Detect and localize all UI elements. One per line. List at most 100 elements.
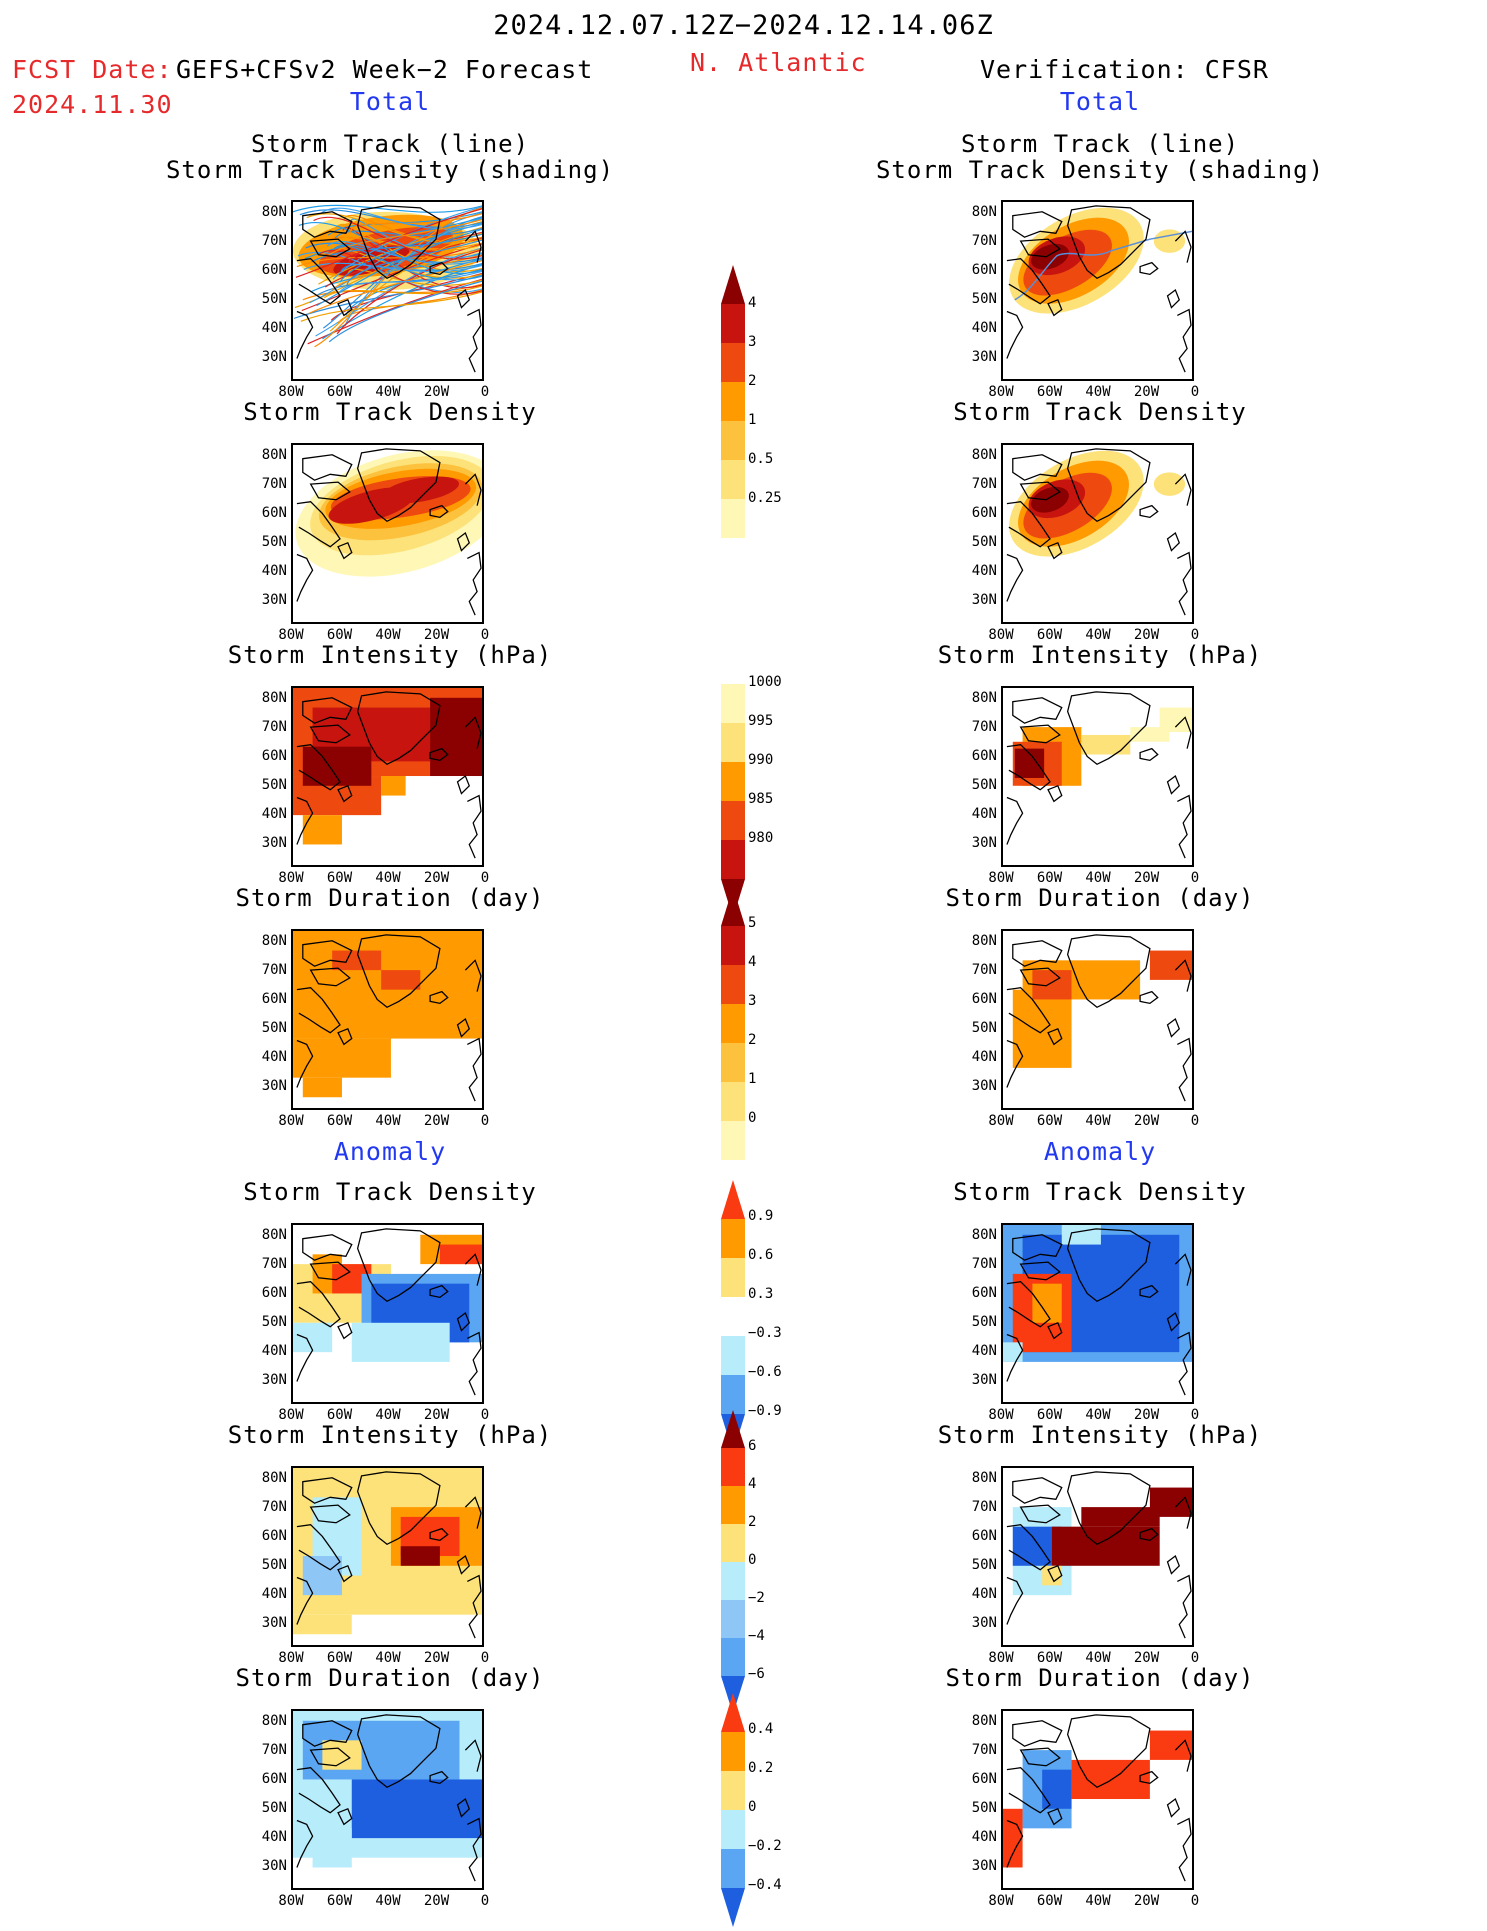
lat-label: 50N — [261, 1557, 287, 1573]
colorbar-swatch — [721, 265, 745, 304]
lon-label: 60W — [326, 1113, 353, 1129]
title-intensity-right: Storm Intensity (hPa) — [937, 641, 1263, 669]
lat-label: 50N — [261, 1020, 287, 1036]
lat-label: 30N — [971, 592, 997, 608]
map-duration-anom-verification — [1001, 1709, 1194, 1890]
lat-label: 70N — [971, 1256, 997, 1272]
colorbar-label: 2 — [748, 1032, 757, 1048]
lat-label: 60N — [971, 1771, 997, 1787]
title-duration-right: Storm Duration (day) — [945, 884, 1255, 912]
colorbar-swatch — [721, 1004, 745, 1043]
colorbar-label: 1 — [748, 1071, 757, 1087]
colorbar-intensity-anomaly — [721, 1410, 745, 1714]
map-density-anom-verification — [1001, 1223, 1194, 1404]
lat-label: 40N — [261, 1586, 287, 1602]
title-density-anom-left: Storm Track Density — [243, 1178, 537, 1206]
lon-label: 80W — [278, 1113, 304, 1129]
colorbar-label: 1000 — [748, 674, 782, 690]
lon-label: 60W — [1036, 384, 1063, 400]
lat-label: 80N — [971, 204, 997, 220]
colorbar-label: 990 — [748, 752, 774, 768]
lon-label: 80W — [278, 1893, 304, 1909]
lat-label: 30N — [971, 349, 997, 365]
colorbar-swatch — [721, 1771, 745, 1810]
map-intensity-anom-verification — [1001, 1466, 1194, 1647]
lat-label: 70N — [261, 233, 287, 249]
map-intensity-verification — [1001, 686, 1194, 867]
lat-label: 50N — [971, 1020, 997, 1036]
lon-label: 40W — [1085, 1113, 1111, 1129]
total-right-label: Total — [1059, 87, 1141, 116]
lon-label: 0 — [1190, 1113, 1200, 1129]
colorbar-label: 995 — [748, 713, 774, 729]
colorbar-swatch — [721, 499, 745, 538]
colorbar-label: 2 — [748, 373, 757, 389]
colorbar-swatch — [721, 1693, 745, 1732]
colorbar-swatch — [721, 1297, 745, 1336]
lon-label: 40W — [375, 1650, 401, 1666]
lat-label: 80N — [261, 1713, 287, 1729]
lon-label: 40W — [375, 1407, 401, 1423]
lat-label: 60N — [261, 1528, 287, 1544]
colorbar-label: 980 — [748, 830, 774, 846]
lat-label: 60N — [261, 262, 287, 278]
colorbar-label: −6 — [748, 1666, 765, 1682]
colorbar-swatch — [721, 1600, 745, 1638]
colorbar-label: −0.2 — [748, 1838, 782, 1854]
lat-label: 70N — [261, 1499, 287, 1515]
lat-label: 70N — [971, 1742, 997, 1758]
colorbar-swatch — [721, 801, 745, 840]
colorbar-label: 0.4 — [748, 1721, 774, 1737]
map-density-forecast — [291, 443, 484, 624]
colorbar-swatch — [721, 1121, 745, 1160]
lon-label: 0 — [480, 384, 490, 400]
lon-label: 20W — [1133, 1650, 1160, 1666]
colorbar-label: 0 — [748, 1799, 757, 1815]
lon-label: 80W — [988, 1407, 1014, 1423]
colorbar-label: 0.5 — [748, 451, 774, 467]
lat-label: 80N — [261, 933, 287, 949]
map-field — [293, 1228, 482, 1396]
lat-label: 40N — [261, 1049, 287, 1065]
colorbar-swatch — [721, 1562, 745, 1600]
title-intensity-anom-right: Storm Intensity (hPa) — [937, 1421, 1263, 1449]
lon-label: 60W — [326, 1893, 353, 1909]
lat-label: 60N — [971, 1285, 997, 1301]
lat-label: 30N — [261, 1615, 287, 1631]
colorbar-label: 4 — [748, 295, 757, 311]
colorbar-swatch — [721, 1258, 745, 1297]
colorbar-swatch — [721, 840, 745, 879]
colorbar-label: −0.4 — [748, 1877, 782, 1893]
title-track-line-right: Storm Track (line) — [960, 130, 1240, 158]
lat-label: 60N — [971, 505, 997, 521]
lat-label: 70N — [261, 962, 287, 978]
lon-label: 40W — [375, 627, 401, 643]
colorbar-swatch — [721, 460, 745, 499]
colorbar-label: 2 — [748, 1514, 757, 1530]
lat-label: 30N — [971, 1372, 997, 1388]
lon-label: 0 — [480, 1893, 490, 1909]
colorbar-swatch — [721, 887, 745, 926]
lon-label: 20W — [423, 1650, 450, 1666]
lat-label: 80N — [261, 690, 287, 706]
map-field — [1006, 934, 1192, 1102]
lat-label: 40N — [261, 320, 287, 336]
lon-label: 40W — [1085, 870, 1111, 886]
lat-label: 40N — [971, 1586, 997, 1602]
title-duration-anom-right: Storm Duration (day) — [945, 1664, 1255, 1692]
lat-label: 70N — [261, 476, 287, 492]
colorbar-label: 3 — [748, 993, 757, 1009]
colorbar-label: −0.6 — [748, 1364, 782, 1380]
colorbar-label: 0.25 — [748, 490, 782, 506]
map-field — [293, 688, 482, 859]
lon-label: 40W — [375, 870, 401, 886]
colorbar-label: 0 — [748, 1110, 757, 1126]
colorbar-label: 5 — [748, 915, 757, 931]
lon-label: 80W — [988, 870, 1014, 886]
lat-label: 50N — [971, 777, 997, 793]
lon-label: 80W — [988, 384, 1014, 400]
lat-label: 70N — [261, 1742, 287, 1758]
colorbar-label: 0.6 — [748, 1247, 774, 1263]
colorbar-swatch — [721, 1219, 745, 1258]
verification-label: Verification: CFSR — [980, 55, 1269, 84]
